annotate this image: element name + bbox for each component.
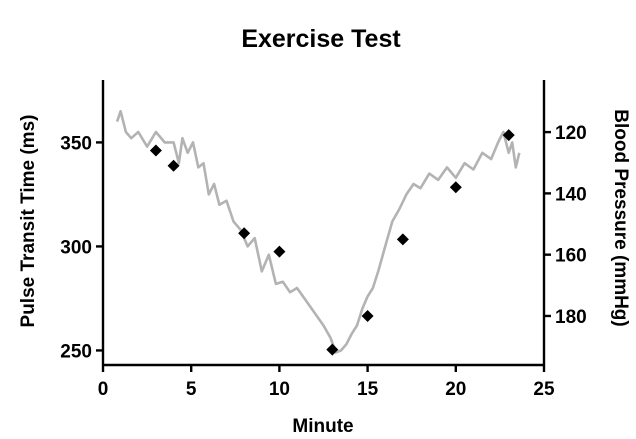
- y2-tick-label: 120: [555, 123, 587, 144]
- tick-labels: 0 5 10 15 20 25 250 300 350 120 140 160 180: [60, 123, 586, 400]
- ticks: [96, 130, 551, 372]
- x-tick-label: 5: [186, 379, 197, 400]
- y-tick-label: 300: [60, 237, 92, 258]
- chart-title: Exercise Test: [241, 25, 401, 53]
- y2-tick-label: 160: [555, 246, 587, 267]
- x-tick-label: 15: [357, 379, 379, 400]
- y2-tick-label: 140: [555, 184, 587, 205]
- x-tick-label: 0: [98, 379, 109, 400]
- axes: [101, 80, 546, 367]
- ptt-trace-line: [115, 109, 521, 354]
- bp-point: [238, 227, 251, 240]
- y-tick-label: 250: [60, 341, 92, 362]
- bp-point: [326, 343, 339, 356]
- plot-area: [115, 109, 521, 356]
- x-tick-label: 20: [445, 379, 466, 400]
- y-axis-label: Pulse Transit Time (ms): [18, 115, 39, 328]
- y2-tick-label: 180: [555, 307, 587, 328]
- bp-point: [273, 245, 286, 258]
- x-tick-label: 10: [269, 379, 290, 400]
- y-tick-label: 350: [60, 133, 92, 154]
- bp-point: [449, 181, 462, 194]
- y2-axis-label: Blood Pressure (mmHg): [610, 109, 631, 326]
- bp-point: [396, 233, 409, 246]
- bp-point: [502, 129, 515, 142]
- x-axis-label: Minute: [292, 416, 353, 437]
- bp-point: [149, 144, 162, 157]
- x-tick-label: 25: [533, 379, 555, 400]
- bp-point: [361, 309, 374, 322]
- bp-point: [167, 159, 180, 172]
